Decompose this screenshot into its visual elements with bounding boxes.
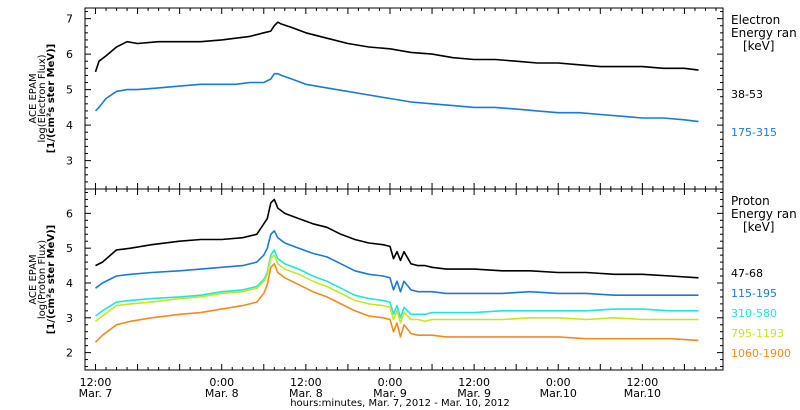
x-tick-label-time: 12:00 [290, 376, 322, 389]
x-tick-label-date: Mar. 9 [373, 387, 407, 400]
y-axis-title-line: log(Electron Flux) [37, 54, 48, 142]
legend-entry-795-1193: 795-1193 [731, 327, 784, 340]
x-tick-label-time: 0:00 [209, 376, 234, 389]
electron-plot-frame [84, 7, 724, 190]
legend-entry-310-580: 310-580 [731, 307, 777, 320]
legend-title-line: Proton [731, 194, 770, 208]
electron-flux-panel: 3 4 5 6 7 ACE EPAMlog(Electron Flux)[1/(cm²s … [28, 7, 797, 190]
electron-y-axis-title: ACE EPAMlog(Electron Flux)[1/(cm²s ster … [28, 44, 57, 153]
y-axis-title-line: [1/(cm²s ster MeV)] [46, 225, 57, 334]
y-axis-title-line: ACE EPAM [28, 73, 39, 123]
series-line-795-1193 [95, 254, 699, 324]
y-axis-title-line: log(Proton Flux) [37, 240, 48, 319]
x-tick-label-time: 0:00 [378, 376, 403, 389]
y-tick-label: 3 [66, 155, 73, 168]
legend-units: [keV] [743, 39, 774, 53]
y-tick-label: 5 [66, 242, 73, 255]
legend-title-line: Energy ran [731, 26, 797, 40]
legend-entry-47-68: 47-68 [731, 267, 763, 280]
x-tick-label-date: Mar. 7 [79, 387, 113, 400]
y-tick-label: 6 [66, 207, 73, 220]
y-tick-label: 2 [66, 347, 73, 360]
x-tick-label-time: 12:00 [627, 376, 659, 389]
x-axis-title: hours:minutes, Mar. 7, 2012 - Mar. 10, 2… [290, 398, 510, 409]
legend-entry-38-53: 38-53 [731, 88, 763, 101]
x-tick-label-time: 12:00 [458, 376, 490, 389]
x-tick-label-time: 12:00 [80, 376, 112, 389]
legend-title-line: Energy ran [731, 207, 797, 221]
y-tick-label: 3 [66, 312, 73, 325]
proton-y-axis-title: ACE EPAMlog(Proton Flux)[1/(cm²s ster Me… [28, 225, 57, 334]
y-tick-label: 5 [66, 84, 73, 97]
x-tick-label-date: Mar. 8 [205, 387, 239, 400]
legend-units: [keV] [743, 220, 774, 234]
series-line-38-53 [94, 21, 699, 73]
series-line-175-315 [94, 72, 699, 123]
proton-plot-frame [84, 188, 724, 371]
series-line-115-195 [95, 230, 699, 297]
y-tick-label: 4 [66, 119, 73, 132]
legend-entry-1060-1900: 1060-1900 [731, 347, 791, 360]
x-tick-label-time: 0:00 [546, 376, 571, 389]
x-tick-label-date: Mar. 8 [289, 387, 323, 400]
series-line-310-580 [95, 249, 699, 319]
series-line-1060-1900 [94, 262, 699, 343]
series-line-47-68 [95, 198, 699, 279]
x-tick-label-date: Mar. 9 [457, 387, 491, 400]
y-axis-title-line: ACE EPAM [28, 254, 39, 304]
y-tick-label: 6 [66, 48, 73, 61]
y-tick-label: 7 [66, 13, 73, 26]
proton-flux-panel: 2 3 4 5 6 ACE EPAMlog(Proton Flux)[1/(cm²s st… [28, 188, 797, 371]
legend-entry-115-195: 115-195 [731, 287, 777, 300]
legend-entry-175-315: 175-315 [731, 126, 777, 139]
x-tick-label-date: Mar.10 [540, 387, 577, 400]
y-tick-label: 4 [66, 277, 73, 290]
legend-title-line: Electron [731, 13, 780, 27]
y-axis-title-line: [1/(cm²s ster MeV)] [46, 44, 57, 153]
x-tick-label-date: Mar.10 [624, 387, 661, 400]
